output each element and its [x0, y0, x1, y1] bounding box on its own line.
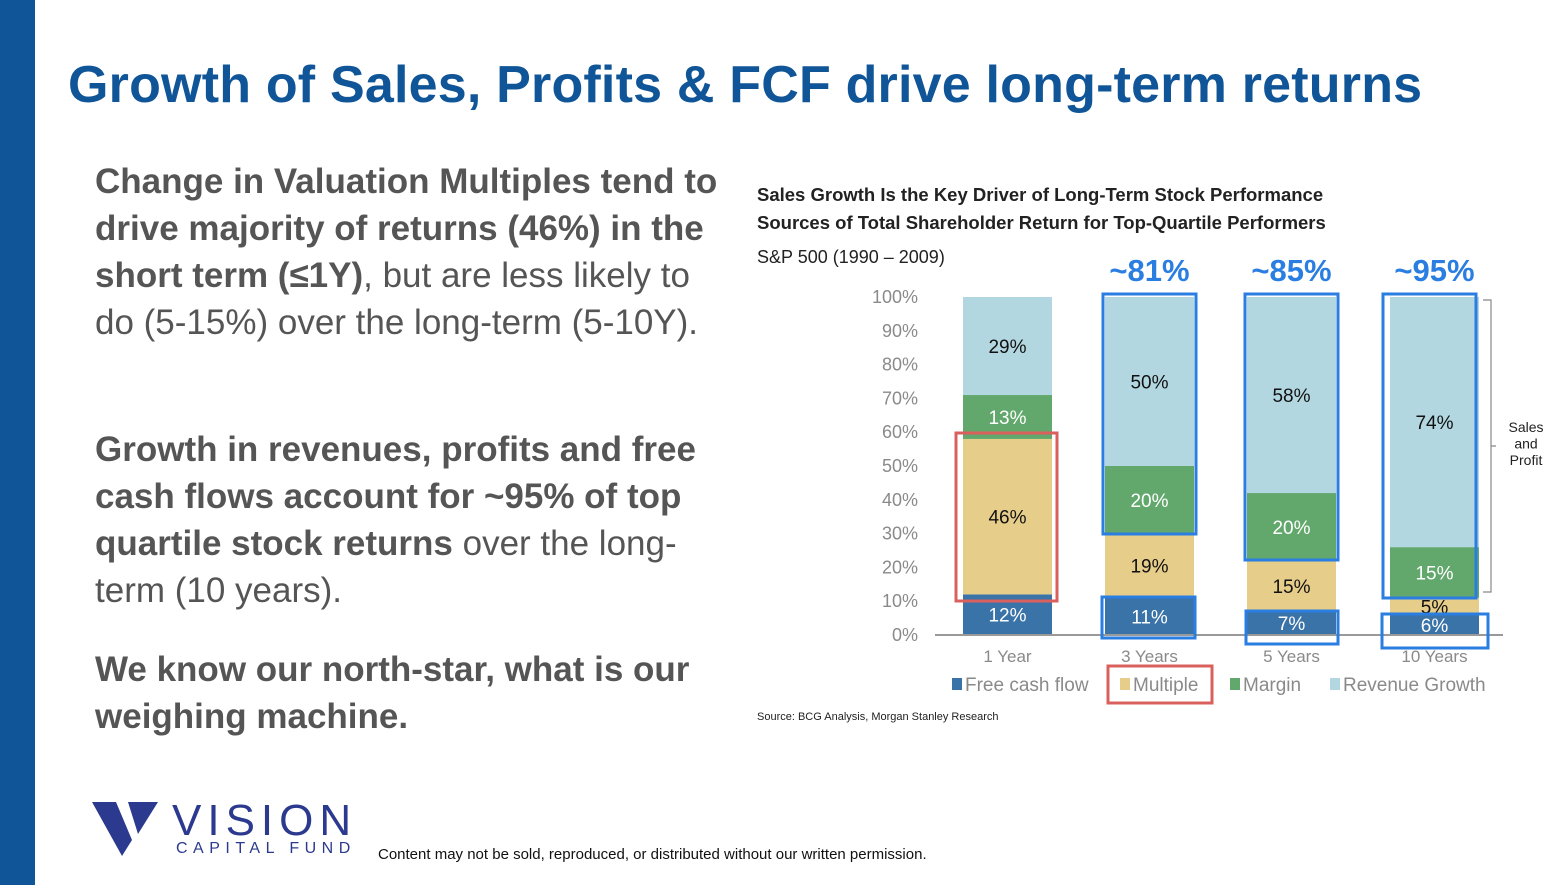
legend-label: Margin [1243, 675, 1301, 696]
data-label: 19% [1130, 557, 1168, 578]
data-label: 29% [988, 337, 1026, 358]
y-tick-label: 80% [882, 355, 918, 375]
bracket-label: Sales and Profit [1508, 419, 1543, 468]
y-tick-label: 50% [882, 456, 918, 476]
legend-swatch [1230, 678, 1240, 690]
sidebar-accent-bar [0, 0, 35, 885]
x-tick-label: 5 Years [1263, 647, 1320, 666]
y-tick-label: 30% [882, 524, 918, 544]
y-tick-label: 60% [882, 422, 918, 442]
legend-multiple-highlight-box [1106, 664, 1214, 705]
chart-title: Sales Growth Is the Key Driver of Long-T… [757, 184, 1324, 205]
paragraph-bold: Change in Valuation Multiples tend to dr… [95, 162, 718, 295]
total-annotation: ~81% [1109, 253, 1189, 288]
data-label: 20% [1272, 518, 1310, 539]
total-annotation: ~85% [1251, 253, 1331, 288]
data-label: 46% [988, 508, 1026, 529]
bar-segment-revenue-growth [1247, 297, 1336, 494]
y-tick-label: 10% [882, 591, 918, 611]
bracket [1483, 299, 1496, 593]
multiple-highlight-box [954, 431, 1059, 603]
fcf-highlight-box [1100, 595, 1197, 640]
data-label: 11% [1131, 607, 1168, 628]
paragraph-bold: Growth in revenues, profits and free cas… [95, 430, 696, 563]
bar-segment-revenue-growth [1390, 297, 1479, 548]
y-tick-label: 100% [872, 287, 918, 307]
data-label: 7% [1278, 614, 1306, 635]
bar-segment-revenue-growth [963, 297, 1052, 396]
paragraph-regular: , but are less likely to do (5-15%) over… [95, 256, 699, 342]
y-tick-label: 20% [882, 557, 918, 577]
legend-label: Free cash flow [965, 675, 1089, 696]
data-label: 20% [1130, 491, 1168, 512]
bar-segment-free-cash-flow [1247, 611, 1336, 635]
bar-segment-multiple [1247, 560, 1336, 612]
footer-disclaimer: Content may not be sold, reproduced, or … [378, 846, 927, 863]
growth-highlight-box [1243, 292, 1340, 562]
legend-swatch [1120, 678, 1130, 690]
fcf-highlight-box [1380, 612, 1490, 650]
paragraph-valuation: Change in Valuation Multiples tend to dr… [95, 158, 735, 346]
chart-note: S&P 500 (1990 – 2009) [757, 247, 945, 267]
bar-segment-multiple [1105, 533, 1194, 598]
growth-highlight-box [1381, 292, 1478, 600]
legend-label: Multiple [1133, 675, 1198, 696]
y-tick-label: 0% [892, 625, 918, 645]
logo-name: VISION [172, 796, 358, 845]
bar-segment-multiple [963, 438, 1052, 595]
data-label: 74% [1415, 413, 1453, 434]
paragraph-north-star: We know our north-star, what is our weig… [95, 646, 715, 740]
y-tick-label: 90% [882, 321, 918, 341]
y-tick-label: 40% [882, 490, 918, 510]
x-tick-label: 3 Years [1121, 647, 1178, 666]
data-label: 58% [1272, 386, 1310, 407]
logo-subtitle: CAPITAL FUND [176, 840, 356, 857]
bar-segment-margin [1390, 547, 1479, 598]
data-label: 12% [988, 606, 1026, 627]
bar-segment-multiple [1390, 597, 1479, 615]
bar-segment-margin [1247, 493, 1336, 561]
data-label: 50% [1130, 373, 1168, 394]
fcf-highlight-box [1244, 609, 1340, 646]
data-label: 6% [1421, 616, 1449, 637]
bar-segment-free-cash-flow [1390, 614, 1479, 635]
paragraph-regular: over the long-term (10 years). [95, 524, 677, 610]
paragraph-growth: Growth in revenues, profits and free cas… [95, 426, 735, 614]
y-tick-label: 70% [882, 388, 918, 408]
data-label: 15% [1415, 563, 1453, 584]
chart-source: Source: BCG Analysis, Morgan Stanley Res… [757, 711, 999, 723]
x-tick-label: 1 Year [983, 647, 1032, 666]
bar-segment-revenue-growth [1105, 297, 1194, 466]
slide-title: Growth of Sales, Profits & FCF drive lon… [68, 56, 1423, 114]
bar-segment-free-cash-flow [1105, 597, 1194, 635]
stacked-bar-chart: 0% 10% 20% 30% 40% 50% 60% 70% 80% 90% 100% 12% 46% 1… [872, 253, 1544, 705]
vision-logo-mark-icon [92, 802, 158, 856]
bar-segment-margin [1105, 466, 1194, 534]
paragraph-bold: We know our north-star, what is our weig… [95, 650, 690, 736]
growth-highlight-box [1101, 292, 1198, 536]
total-annotation: ~95% [1394, 253, 1474, 288]
chart-subtitle: Sources of Total Shareholder Return for … [757, 212, 1326, 233]
data-label: 15% [1272, 577, 1310, 598]
data-label: 13% [988, 408, 1026, 429]
legend-swatch [952, 678, 962, 690]
x-tick-label: 10 Years [1401, 647, 1467, 666]
legend-swatch [1330, 678, 1340, 690]
legend-label: Revenue Growth [1343, 675, 1486, 696]
